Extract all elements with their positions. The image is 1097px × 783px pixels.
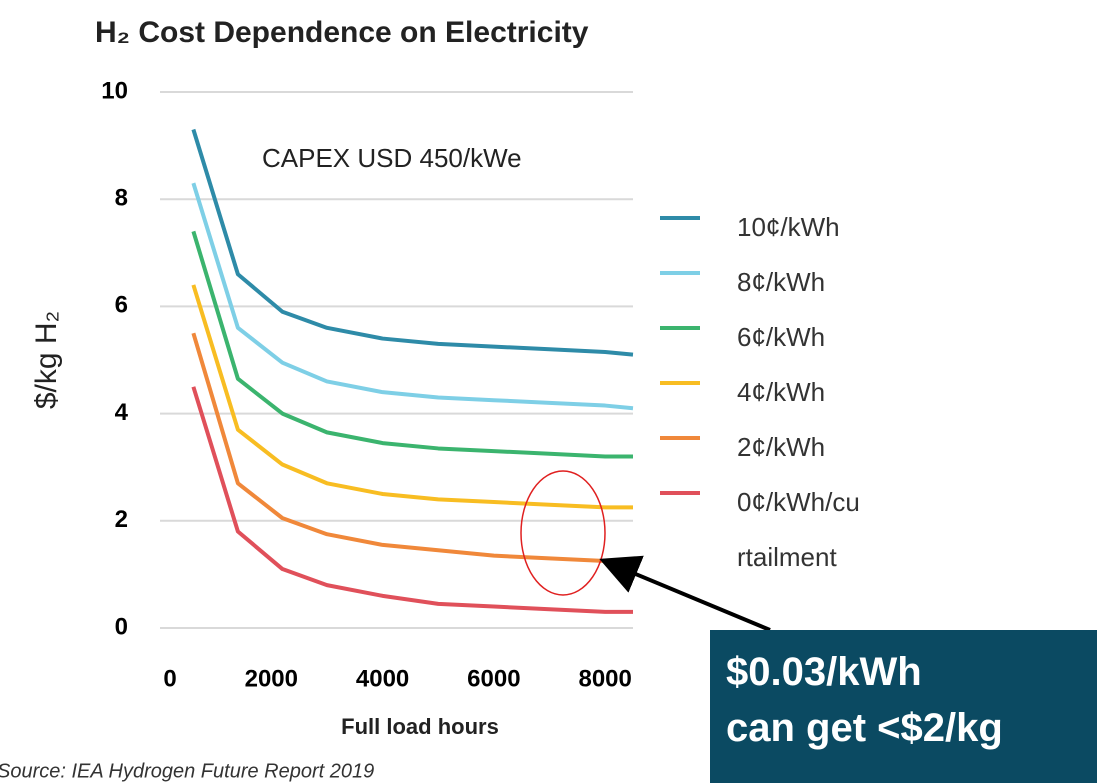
legend-swatch xyxy=(660,381,700,385)
legend-label: 8¢/kWh xyxy=(737,267,826,297)
highlight-ellipse xyxy=(520,470,606,596)
legend-label: 4¢/kWh xyxy=(737,377,826,407)
chart-title: H₂ Cost Dependence on Electricity xyxy=(95,16,589,49)
series-line xyxy=(191,230,633,459)
series-line xyxy=(191,182,634,411)
legend-swatch xyxy=(660,326,700,330)
legend-item: 8¢/kWh xyxy=(660,255,960,310)
series-line xyxy=(191,128,634,357)
y-axis-label: $/kg H₂ xyxy=(30,311,63,409)
y-tick-label: 10 xyxy=(101,77,128,104)
x-tick-label: 0 xyxy=(163,665,176,692)
legend-swatch xyxy=(660,216,700,220)
x-axis-label: Full load hours xyxy=(341,714,499,739)
legend-item: 0¢/kWh/curtailment xyxy=(660,475,960,572)
legend-label: 0¢/kWh/curtailment xyxy=(737,487,860,572)
legend-item: 4¢/kWh xyxy=(660,365,960,420)
x-tick-label: 6000 xyxy=(467,665,520,692)
x-tick-label: 2000 xyxy=(245,665,298,692)
legend-item: 6¢/kWh xyxy=(660,310,960,365)
legend: 10¢/kWh 8¢/kWh 6¢/kWh 4¢/kWh 2¢/kWh 0¢/kWh/cu… xyxy=(660,200,960,572)
legend-item: 10¢/kWh xyxy=(660,200,960,255)
legend-swatch xyxy=(660,271,700,275)
arrow xyxy=(599,555,771,632)
legend-label: 10¢/kWh xyxy=(737,212,840,242)
legend-swatch xyxy=(660,436,700,440)
y-tick-label: 8 xyxy=(115,185,128,212)
x-tick-label: 4000 xyxy=(356,665,409,692)
series-line xyxy=(191,386,633,614)
series-line xyxy=(191,332,633,563)
legend-label: 2¢/kWh xyxy=(737,432,826,462)
annotation-box: $0.03/kWh can get <$2/kg xyxy=(710,630,1097,783)
legend-label: 6¢/kWh xyxy=(737,322,826,352)
x-tick-label: 8000 xyxy=(578,665,631,692)
y-tick-label: 0 xyxy=(115,613,128,640)
y-tick-label: 6 xyxy=(115,292,128,319)
annotation-line: $0.03/kWh xyxy=(726,650,922,694)
y-tick-label: 2 xyxy=(115,506,128,533)
subtitle: CAPEX USD 450/kWe xyxy=(262,143,522,173)
annotation-line: can get <$2/kg xyxy=(726,706,1003,750)
source: Source: IEA Hydrogen Future Report 2019 xyxy=(0,760,374,782)
plot: 0 2 4 6 8 10 0 2000 4000 6000 8000 xyxy=(101,77,634,692)
series-line xyxy=(191,284,633,510)
y-tick-label: 4 xyxy=(115,399,129,426)
legend-item: 2¢/kWh xyxy=(660,420,960,475)
legend-swatch xyxy=(660,491,700,495)
